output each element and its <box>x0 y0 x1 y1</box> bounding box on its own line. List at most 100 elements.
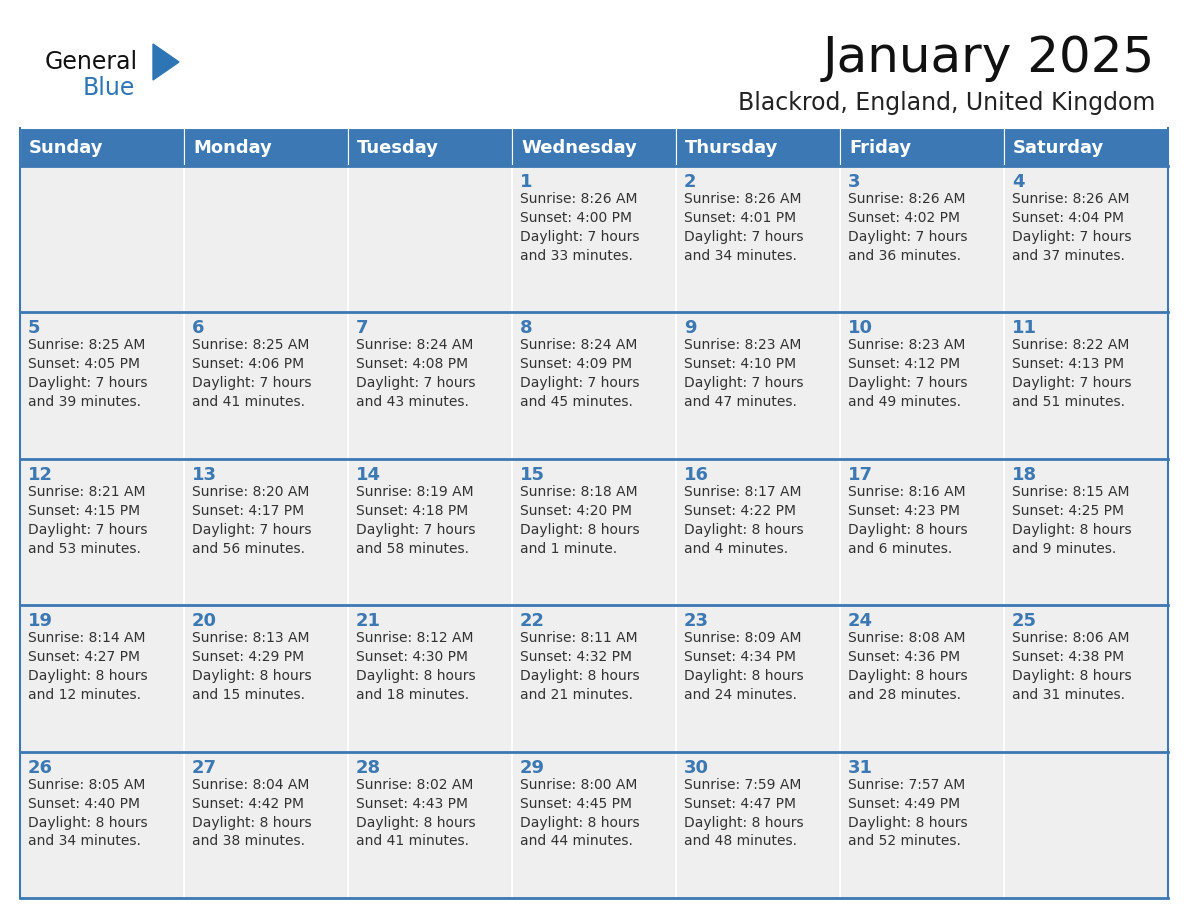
Text: Sunrise: 8:19 AM
Sunset: 4:18 PM
Daylight: 7 hours
and 58 minutes.: Sunrise: 8:19 AM Sunset: 4:18 PM Dayligh… <box>356 485 475 555</box>
Text: Sunrise: 8:06 AM
Sunset: 4:38 PM
Daylight: 8 hours
and 31 minutes.: Sunrise: 8:06 AM Sunset: 4:38 PM Dayligh… <box>1012 632 1132 702</box>
Bar <box>184 166 348 312</box>
Text: January 2025: January 2025 <box>823 34 1155 82</box>
Text: 14: 14 <box>356 465 381 484</box>
Text: 28: 28 <box>356 758 381 777</box>
Text: Sunrise: 8:15 AM
Sunset: 4:25 PM
Daylight: 8 hours
and 9 minutes.: Sunrise: 8:15 AM Sunset: 4:25 PM Dayligh… <box>1012 485 1132 555</box>
Text: Sunrise: 8:20 AM
Sunset: 4:17 PM
Daylight: 7 hours
and 56 minutes.: Sunrise: 8:20 AM Sunset: 4:17 PM Dayligh… <box>192 485 311 555</box>
Text: 20: 20 <box>192 612 217 630</box>
Text: Sunrise: 8:26 AM
Sunset: 4:04 PM
Daylight: 7 hours
and 37 minutes.: Sunrise: 8:26 AM Sunset: 4:04 PM Dayligh… <box>1012 192 1131 263</box>
Text: 10: 10 <box>848 319 873 338</box>
Text: 18: 18 <box>1012 465 1037 484</box>
Text: 22: 22 <box>520 612 545 630</box>
Text: 12: 12 <box>29 465 53 484</box>
Text: Sunrise: 8:14 AM
Sunset: 4:27 PM
Daylight: 8 hours
and 12 minutes.: Sunrise: 8:14 AM Sunset: 4:27 PM Dayligh… <box>29 632 147 702</box>
Text: Sunrise: 8:23 AM
Sunset: 4:10 PM
Daylight: 7 hours
and 47 minutes.: Sunrise: 8:23 AM Sunset: 4:10 PM Dayligh… <box>684 339 803 409</box>
Text: Sunrise: 7:57 AM
Sunset: 4:49 PM
Daylight: 8 hours
and 52 minutes.: Sunrise: 7:57 AM Sunset: 4:49 PM Dayligh… <box>848 778 967 848</box>
Text: Friday: Friday <box>849 139 911 157</box>
Bar <box>184 312 348 459</box>
Text: Sunrise: 8:13 AM
Sunset: 4:29 PM
Daylight: 8 hours
and 15 minutes.: Sunrise: 8:13 AM Sunset: 4:29 PM Dayligh… <box>192 632 311 702</box>
Bar <box>20 128 184 166</box>
Bar <box>348 459 512 605</box>
Bar <box>1004 166 1168 312</box>
Text: Sunrise: 8:12 AM
Sunset: 4:30 PM
Daylight: 8 hours
and 18 minutes.: Sunrise: 8:12 AM Sunset: 4:30 PM Dayligh… <box>356 632 475 702</box>
Text: Sunrise: 8:18 AM
Sunset: 4:20 PM
Daylight: 8 hours
and 1 minute.: Sunrise: 8:18 AM Sunset: 4:20 PM Dayligh… <box>520 485 639 555</box>
Text: Sunrise: 8:24 AM
Sunset: 4:08 PM
Daylight: 7 hours
and 43 minutes.: Sunrise: 8:24 AM Sunset: 4:08 PM Dayligh… <box>356 339 475 409</box>
Text: 24: 24 <box>848 612 873 630</box>
Text: Sunrise: 8:25 AM
Sunset: 4:06 PM
Daylight: 7 hours
and 41 minutes.: Sunrise: 8:25 AM Sunset: 4:06 PM Dayligh… <box>192 339 311 409</box>
Text: 19: 19 <box>29 612 53 630</box>
Text: Sunrise: 8:22 AM
Sunset: 4:13 PM
Daylight: 7 hours
and 51 minutes.: Sunrise: 8:22 AM Sunset: 4:13 PM Dayligh… <box>1012 339 1131 409</box>
Text: 9: 9 <box>684 319 696 338</box>
Bar <box>348 128 512 166</box>
Bar <box>840 166 1004 312</box>
Text: 25: 25 <box>1012 612 1037 630</box>
Text: 6: 6 <box>192 319 204 338</box>
Bar <box>676 605 840 752</box>
Text: Monday: Monday <box>192 139 272 157</box>
Polygon shape <box>153 44 179 80</box>
Bar <box>184 459 348 605</box>
Text: Sunrise: 8:26 AM
Sunset: 4:01 PM
Daylight: 7 hours
and 34 minutes.: Sunrise: 8:26 AM Sunset: 4:01 PM Dayligh… <box>684 192 803 263</box>
Bar <box>184 752 348 898</box>
Bar <box>676 166 840 312</box>
Bar <box>348 752 512 898</box>
Text: Sunrise: 8:26 AM
Sunset: 4:02 PM
Daylight: 7 hours
and 36 minutes.: Sunrise: 8:26 AM Sunset: 4:02 PM Dayligh… <box>848 192 967 263</box>
Text: Blackrod, England, United Kingdom: Blackrod, England, United Kingdom <box>738 91 1155 115</box>
Bar <box>20 166 184 312</box>
Text: Sunrise: 8:16 AM
Sunset: 4:23 PM
Daylight: 8 hours
and 6 minutes.: Sunrise: 8:16 AM Sunset: 4:23 PM Dayligh… <box>848 485 967 555</box>
Bar <box>1004 752 1168 898</box>
Bar <box>840 605 1004 752</box>
Bar <box>1004 605 1168 752</box>
Bar <box>512 312 676 459</box>
Bar <box>840 128 1004 166</box>
Text: 1: 1 <box>520 173 532 191</box>
Text: Sunrise: 8:26 AM
Sunset: 4:00 PM
Daylight: 7 hours
and 33 minutes.: Sunrise: 8:26 AM Sunset: 4:00 PM Dayligh… <box>520 192 639 263</box>
Bar <box>512 459 676 605</box>
Text: Saturday: Saturday <box>1013 139 1105 157</box>
Bar <box>512 128 676 166</box>
Text: 3: 3 <box>848 173 860 191</box>
Text: 11: 11 <box>1012 319 1037 338</box>
Text: Sunrise: 8:11 AM
Sunset: 4:32 PM
Daylight: 8 hours
and 21 minutes.: Sunrise: 8:11 AM Sunset: 4:32 PM Dayligh… <box>520 632 639 702</box>
Text: 15: 15 <box>520 465 545 484</box>
Bar <box>1004 128 1168 166</box>
Bar <box>840 312 1004 459</box>
Bar <box>348 605 512 752</box>
Text: 13: 13 <box>192 465 217 484</box>
Bar <box>840 459 1004 605</box>
Text: 16: 16 <box>684 465 709 484</box>
Bar <box>676 459 840 605</box>
Text: Sunrise: 7:59 AM
Sunset: 4:47 PM
Daylight: 8 hours
and 48 minutes.: Sunrise: 7:59 AM Sunset: 4:47 PM Dayligh… <box>684 778 803 848</box>
Text: Wednesday: Wednesday <box>522 139 637 157</box>
Text: 23: 23 <box>684 612 709 630</box>
Text: Thursday: Thursday <box>685 139 778 157</box>
Text: 30: 30 <box>684 758 709 777</box>
Bar <box>676 752 840 898</box>
Text: Sunday: Sunday <box>29 139 103 157</box>
Text: 8: 8 <box>520 319 532 338</box>
Text: 2: 2 <box>684 173 696 191</box>
Text: 31: 31 <box>848 758 873 777</box>
Text: Blue: Blue <box>83 76 135 100</box>
Bar <box>1004 312 1168 459</box>
Text: 4: 4 <box>1012 173 1024 191</box>
Bar <box>512 166 676 312</box>
Text: 7: 7 <box>356 319 368 338</box>
Bar <box>676 128 840 166</box>
Bar <box>184 605 348 752</box>
Bar <box>512 605 676 752</box>
Text: Sunrise: 8:04 AM
Sunset: 4:42 PM
Daylight: 8 hours
and 38 minutes.: Sunrise: 8:04 AM Sunset: 4:42 PM Dayligh… <box>192 778 311 848</box>
Text: Tuesday: Tuesday <box>358 139 440 157</box>
Bar <box>184 128 348 166</box>
Text: Sunrise: 8:08 AM
Sunset: 4:36 PM
Daylight: 8 hours
and 28 minutes.: Sunrise: 8:08 AM Sunset: 4:36 PM Dayligh… <box>848 632 967 702</box>
Bar <box>1004 459 1168 605</box>
Text: Sunrise: 8:17 AM
Sunset: 4:22 PM
Daylight: 8 hours
and 4 minutes.: Sunrise: 8:17 AM Sunset: 4:22 PM Dayligh… <box>684 485 803 555</box>
Text: Sunrise: 8:02 AM
Sunset: 4:43 PM
Daylight: 8 hours
and 41 minutes.: Sunrise: 8:02 AM Sunset: 4:43 PM Dayligh… <box>356 778 475 848</box>
Bar <box>20 312 184 459</box>
Bar <box>20 752 184 898</box>
Text: General: General <box>45 50 138 74</box>
Text: 21: 21 <box>356 612 381 630</box>
Bar <box>348 166 512 312</box>
Text: Sunrise: 8:09 AM
Sunset: 4:34 PM
Daylight: 8 hours
and 24 minutes.: Sunrise: 8:09 AM Sunset: 4:34 PM Dayligh… <box>684 632 803 702</box>
Bar <box>512 752 676 898</box>
